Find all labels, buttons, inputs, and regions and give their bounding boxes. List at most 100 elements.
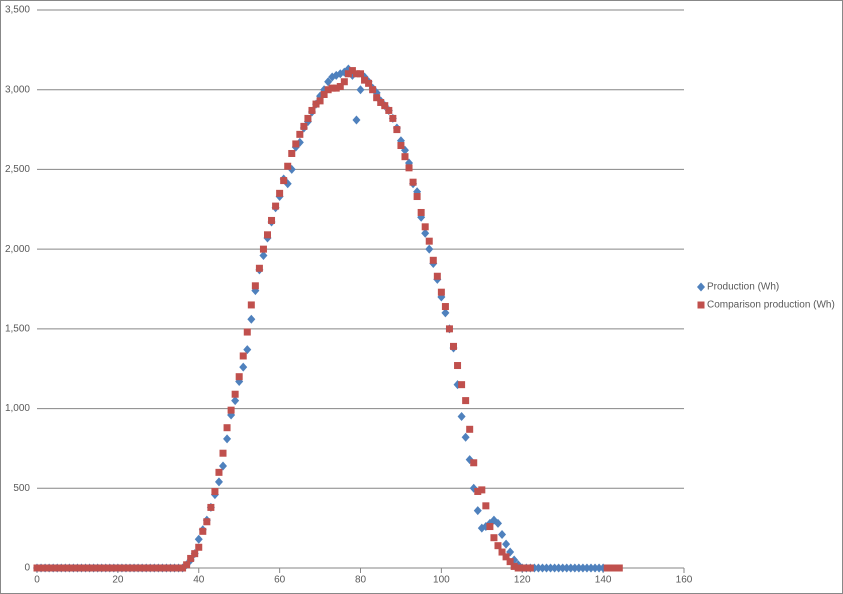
square-marker [320, 90, 328, 98]
diamond-marker [259, 251, 268, 261]
square-marker [195, 543, 203, 551]
x-tick-label: 80 [355, 575, 367, 586]
square-marker [243, 328, 251, 336]
square-marker [276, 189, 284, 197]
y-tick-label: 3,000 [5, 84, 30, 95]
square-marker [603, 564, 611, 572]
square-marker [272, 202, 280, 210]
square-marker [207, 503, 215, 511]
diamond-marker [510, 555, 519, 565]
diamond-marker [231, 396, 240, 406]
square-marker [53, 564, 61, 572]
diamond-marker [546, 563, 555, 573]
square-marker [158, 564, 166, 572]
diamond-marker [538, 563, 547, 573]
square-marker [377, 98, 385, 106]
diamond-marker [697, 282, 705, 292]
diamond-marker [562, 563, 571, 573]
diamond-marker [352, 115, 361, 125]
x-tick-label: 140 [595, 575, 612, 586]
square-marker [263, 231, 271, 239]
square-marker [510, 562, 518, 570]
square-marker [607, 564, 615, 572]
square-marker [191, 550, 199, 558]
diamond-marker [421, 228, 430, 238]
square-marker [288, 149, 296, 157]
diamond-marker [574, 563, 583, 573]
square-marker [203, 518, 211, 526]
square-marker [82, 564, 90, 572]
x-tick-label: 100 [433, 575, 450, 586]
square-marker [199, 527, 207, 535]
y-tick-label: 0 [24, 563, 30, 574]
diamond-marker [578, 563, 587, 573]
square-marker [215, 468, 223, 476]
square-marker [130, 564, 138, 572]
diamond-marker [457, 412, 466, 422]
diamond-marker [473, 506, 482, 516]
square-marker [235, 373, 243, 381]
diamond-marker [550, 563, 559, 573]
y-tick-label: 1,500 [5, 323, 30, 334]
square-marker [211, 487, 219, 495]
square-marker [308, 106, 316, 114]
square-marker [154, 564, 162, 572]
square-marker [611, 564, 619, 572]
square-marker [114, 564, 122, 572]
square-marker [170, 564, 178, 572]
square-marker [441, 303, 449, 311]
diamond-marker [461, 432, 470, 442]
diamond-marker [582, 563, 591, 573]
square-marker [340, 78, 348, 86]
square-marker [239, 352, 247, 360]
square-marker [41, 564, 49, 572]
square-marker [478, 486, 486, 494]
legend-label: Comparison production (Wh) [707, 300, 835, 311]
diamond-marker [566, 563, 575, 573]
square-marker [37, 564, 45, 572]
diamond-marker [356, 85, 365, 95]
diamond-marker [542, 563, 551, 573]
diamond-marker [570, 563, 579, 573]
square-marker [405, 164, 413, 172]
square-marker [183, 561, 191, 569]
diamond-marker [324, 77, 333, 87]
square-marker [697, 301, 705, 309]
x-tick-label: 60 [274, 575, 286, 586]
square-marker [352, 70, 360, 78]
square-marker [458, 381, 466, 389]
square-marker [429, 256, 437, 264]
square-marker [506, 558, 514, 566]
square-marker [397, 142, 405, 150]
square-marker [57, 564, 65, 572]
square-marker [312, 100, 320, 108]
square-marker [296, 130, 304, 138]
square-marker [482, 502, 490, 510]
square-marker [462, 397, 470, 405]
square-marker [150, 564, 158, 572]
diamond-marker [247, 314, 256, 324]
square-marker [138, 564, 146, 572]
diamond-marker [243, 345, 252, 355]
square-marker [514, 564, 522, 572]
square-marker [122, 564, 130, 572]
square-marker [502, 553, 510, 561]
square-marker [490, 534, 498, 542]
square-marker [417, 208, 425, 216]
diamond-marker [493, 518, 502, 528]
square-marker [98, 564, 106, 572]
diamond-marker [591, 563, 600, 573]
square-marker [470, 459, 478, 467]
square-marker [268, 216, 276, 224]
square-marker [361, 76, 369, 84]
square-marker [357, 70, 364, 78]
square-marker [328, 84, 336, 92]
y-tick-label: 2,000 [5, 244, 30, 255]
square-marker [49, 564, 57, 572]
square-marker [94, 564, 102, 572]
diamond-marker [502, 539, 511, 549]
diamond-marker [441, 308, 450, 318]
square-marker [247, 301, 255, 309]
diamond-marker [214, 477, 223, 487]
